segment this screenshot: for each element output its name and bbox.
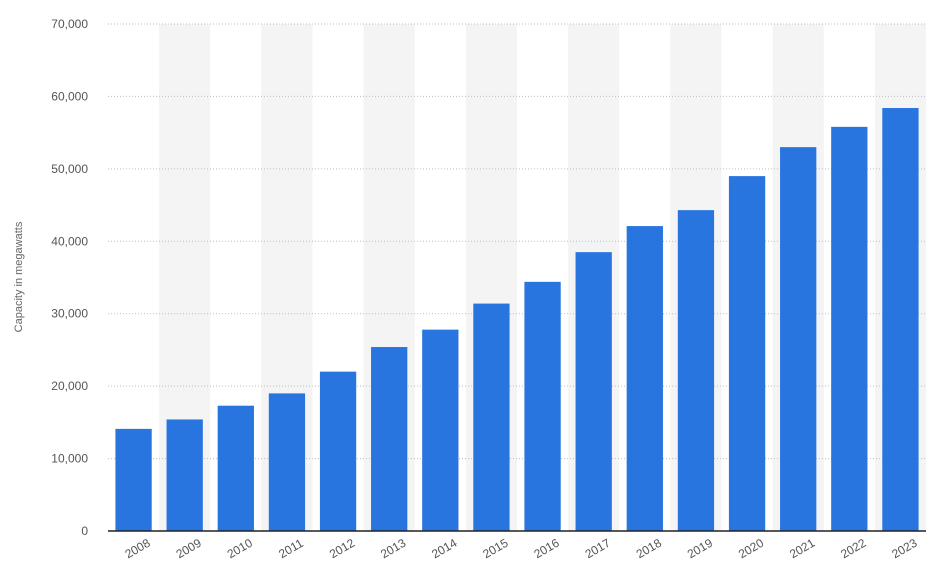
- bar-2020: [728, 176, 766, 531]
- bar-2021: [780, 147, 817, 531]
- x-tick-label: 2012: [327, 536, 357, 562]
- bar-2013: [371, 347, 408, 531]
- bar-2011: [268, 393, 306, 531]
- x-tick-label: 2022: [838, 536, 868, 562]
- bar-2017: [575, 252, 612, 531]
- y-tick-label: 40,000: [51, 234, 88, 248]
- x-tick-label: 2021: [787, 536, 817, 562]
- bar-2019: [677, 210, 715, 532]
- x-tick-label: 2023: [889, 536, 919, 562]
- x-tick-label: 2019: [685, 536, 715, 562]
- bar-2022: [831, 126, 868, 531]
- x-tick-label: 2016: [531, 536, 561, 562]
- x-axis-ticks: 2008 2009 2010 2011 2012 2013 2014 2015 2016 2017…: [122, 536, 919, 562]
- bars: [115, 108, 919, 532]
- bar-2010: [217, 405, 254, 531]
- x-tick-label: 2015: [480, 536, 510, 562]
- x-tick-label: 2014: [429, 536, 459, 562]
- y-tick-label: 50,000: [51, 162, 88, 176]
- bar-2016: [524, 281, 561, 531]
- y-tick-label: 10,000: [51, 452, 88, 466]
- bar-2012: [319, 371, 357, 531]
- y-tick-label: 20,000: [51, 379, 88, 393]
- x-tick-label: 2018: [634, 536, 664, 562]
- x-tick-label: 2013: [378, 536, 408, 562]
- y-tick-label: 0: [81, 524, 88, 538]
- x-tick-label: 2017: [583, 536, 613, 562]
- y-tick-label: 70,000: [51, 17, 88, 31]
- y-axis-title: Capacity in megawatts: [13, 221, 25, 332]
- x-tick-label: 2010: [225, 536, 255, 562]
- bar-2018: [626, 226, 663, 531]
- y-tick-label: 60,000: [51, 89, 88, 103]
- x-tick-label: 2020: [736, 536, 766, 562]
- bar-2015: [473, 303, 510, 531]
- x-tick-label: 2011: [276, 536, 306, 561]
- y-tick-label: 30,000: [51, 307, 88, 321]
- x-tick-label: 2008: [122, 536, 152, 562]
- bar-2014: [422, 329, 459, 531]
- y-axis-ticks: 0 10,000 20,000 30,000 40,000 50,000 60,000 70,…: [51, 17, 88, 538]
- x-tick-label: 2009: [174, 536, 204, 562]
- bar-2023: [882, 108, 919, 531]
- bar-2009: [166, 419, 203, 531]
- bar-2008: [115, 428, 152, 531]
